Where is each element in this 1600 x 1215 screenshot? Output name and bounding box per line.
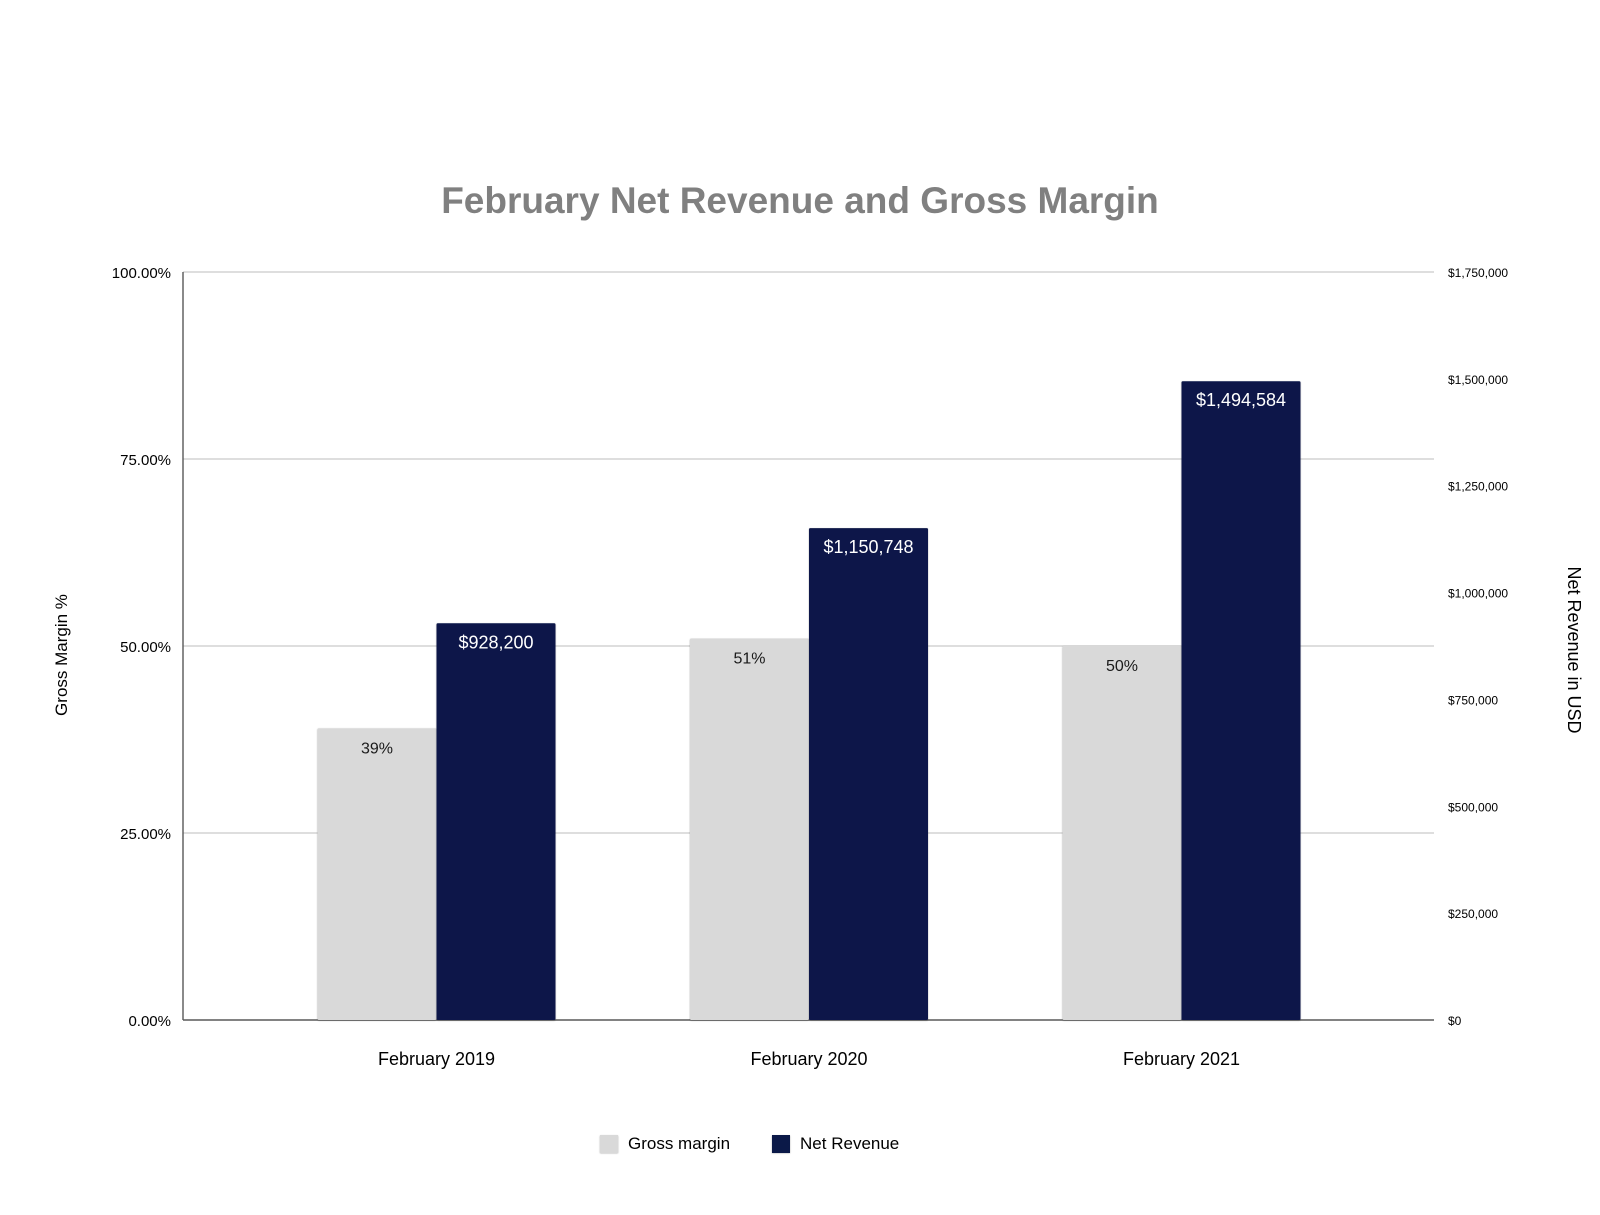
- svg-text:$1,500,000: $1,500,000: [1448, 373, 1508, 387]
- svg-text:$1,150,748: $1,150,748: [823, 537, 913, 557]
- svg-text:39%: 39%: [361, 740, 393, 757]
- svg-text:$1,000,000: $1,000,000: [1448, 587, 1508, 601]
- svg-text:50%: 50%: [1106, 658, 1138, 675]
- svg-text:February 2021: February 2021: [1123, 1049, 1240, 1069]
- svg-text:25.00%: 25.00%: [120, 826, 171, 843]
- svg-text:$250,000: $250,000: [1448, 907, 1498, 921]
- svg-text:$500,000: $500,000: [1448, 800, 1498, 814]
- svg-text:$1,250,000: $1,250,000: [1448, 480, 1508, 494]
- svg-text:$750,000: $750,000: [1448, 693, 1498, 707]
- svg-text:75.00%: 75.00%: [120, 452, 171, 469]
- svg-text:$0: $0: [1448, 1014, 1462, 1028]
- svg-text:50.00%: 50.00%: [120, 639, 171, 656]
- svg-text:$1,494,584: $1,494,584: [1196, 390, 1286, 410]
- svg-text:February 2019: February 2019: [378, 1049, 495, 1069]
- svg-text:$1,750,000: $1,750,000: [1448, 266, 1508, 280]
- svg-text:100.00%: 100.00%: [112, 265, 171, 282]
- svg-text:$928,200: $928,200: [458, 632, 533, 652]
- svg-text:51%: 51%: [733, 651, 765, 668]
- svg-text:February 2020: February 2020: [750, 1049, 867, 1069]
- svg-text:0.00%: 0.00%: [128, 1013, 171, 1030]
